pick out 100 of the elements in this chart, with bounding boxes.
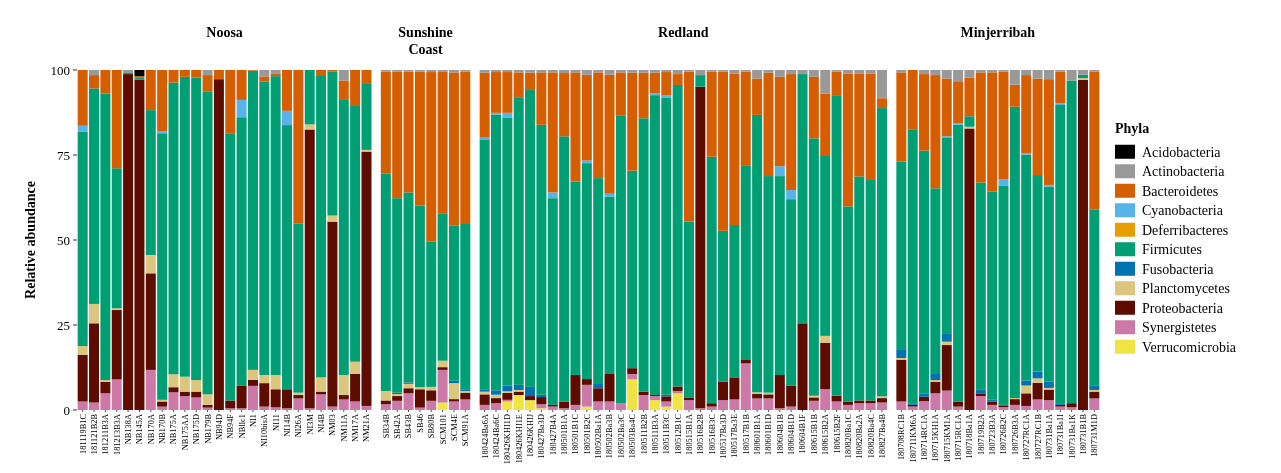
x-tick-label: NB94F [226,413,236,439]
x-tick-label: 180715KH1A [931,414,941,462]
x-tick-label: NB94D [214,414,224,441]
x-tick-label: 180516B2B [696,413,706,455]
x-tick-label: 180615B2F [832,413,842,454]
x-tick-label: 180511B3C [662,413,672,455]
x-tick-label: SB46 [415,414,425,433]
x-tick-label: 180601B1D [764,414,774,455]
x-tick-label: 180820Ba2A [855,414,865,459]
x-tick-label: 180511B3A [650,414,660,455]
x-tick-label: NM03 [328,414,338,436]
x-tick-label: 180502Ba3B [605,413,615,459]
x-tick-label: 180427B4A [548,414,558,455]
x-tick-label: 180517Ba3E [730,414,740,458]
x-tick-label: SCM101 [438,414,448,445]
x-tick-label: SB43B [404,413,414,439]
x-tick-label: 180512B1C [673,413,683,455]
y-axis-title: Relative abundance [23,181,38,299]
x-tick-label: 180727RC1A [1022,414,1032,461]
legend-label: Proteobacteria [1142,300,1224,316]
x-tick-label: NI3M [305,413,315,435]
x-tick-label: NI10bisA [260,414,270,448]
legend-label: Deferribacteres [1142,222,1229,238]
x-tick-label: NB170A [146,414,156,445]
chart-title: Minjerribah [960,25,1036,40]
x-tick-label: 180601B1A [753,414,763,455]
x-tick-label: SB34B [381,413,391,439]
chart-title: Sunshine Coast [398,25,453,57]
x-tick-label: 180502Ba3C [616,413,626,459]
x-tick-label: SB80B [427,413,437,439]
x-tick-label: NM21A [362,414,372,442]
legend-label: Bacteroidetes [1142,183,1219,199]
x-tick-label: NI11 [271,414,281,431]
legend-label: Actinobacteria [1142,164,1226,180]
x-tick-label: NB170B [158,413,168,444]
x-tick-label: 180615B2A [821,414,831,455]
x-tick-label: NM17A [351,414,361,442]
x-tick-label: 181213B3A [112,414,122,455]
legend-label: Acidobacteria [1142,144,1222,160]
x-tick-label: 181119B1C [78,413,88,454]
x-tick-label: 180511B2B [639,413,649,455]
x-tick-label: 180517B1B [741,413,751,455]
x-tick-label: 180516B3C [707,413,717,455]
x-tick-label: 180515B1A [684,414,694,455]
x-tick-label: 180424Ba6A [480,414,490,459]
x-tick-label: NI26A [294,414,304,438]
x-tick-label: 180723B3A [988,414,998,455]
x-tick-label: 180731Ba1K [1067,414,1077,459]
x-tick-label: 180426KHI1E [514,414,524,464]
y-tick-label: 0 [63,402,70,418]
x-tick-label: NI4B [317,413,327,433]
x-tick-label: SB42A [393,414,403,439]
x-tick-label: 180718Ba1A [965,414,975,459]
x-tick-label: 180719B2A [976,414,986,455]
x-tick-label: 180604B1B [775,413,785,455]
x-tick-label: 180827Ba4B [877,413,887,459]
legend-label: Fusobacteria [1142,261,1215,277]
x-tick-label: NBllc1 [237,414,247,439]
x-tick-label: 180731Ba1A [1044,414,1054,459]
y-tick-label: 100 [50,62,70,78]
x-tick-label: 180503Ba4C [628,413,638,459]
x-tick-label: 180426KHIJ [526,413,535,458]
x-tick-label: 180731Ba1I [1056,413,1066,456]
x-tick-label: 180731B1B [1078,413,1088,455]
x-tick-label: 180604B1D [787,414,797,455]
x-tick-label: 180715KM1A [942,414,952,463]
legend-label: Synergistetes [1142,320,1217,336]
x-tick-label: 180426KHI1D [503,414,513,465]
x-tick-label: 180820Ba1C [843,413,853,459]
y-tick-label: 50 [57,232,70,248]
x-tick-label: 180820Ba4C [866,413,876,459]
x-tick-label: 180726B3A [1010,414,1020,455]
x-tick-label: 180604B1F [798,413,808,454]
x-tick-label: 180711KM6A [908,414,918,463]
x-tick-label: SCM4E [449,414,459,441]
x-tick-label: 181121B2B [89,413,99,455]
legend-label: Verrucomicrobia [1142,339,1237,355]
x-tick-label: 180517Ba3D [718,414,728,459]
x-tick-label: 181211B3A [101,414,111,455]
x-tick-label: NB145A [135,414,145,445]
x-tick-label: NB175D [192,414,202,445]
chart-title: Noosa [206,25,243,40]
x-tick-label: 180427Ba3D [537,414,547,459]
x-tick-label: 180424Ba6C [491,413,501,459]
x-tick-label: 180501B2C [582,413,592,455]
x-tick-label: 180501B1A [560,414,570,455]
legend-title: Phyla [1115,120,1150,136]
x-tick-label: 180727RC1B [1033,413,1043,461]
legend-label: Planctomycetes [1142,281,1230,297]
x-tick-label: 180708RC1B [897,413,907,461]
x-tick-label: NI1 [248,414,258,428]
x-tick-label: NB175AA [180,414,190,451]
x-tick-label: 180615B1B [809,413,819,455]
y-tick-label: 25 [57,317,70,333]
x-tick-label: 180731M1D [1090,414,1100,457]
chart-title: Redland [658,25,709,40]
legend-label: Cyanobacteria [1142,203,1224,219]
x-tick-label: NI14B [282,413,292,437]
x-tick-label: NB179B [203,413,213,444]
x-tick-label: 180502Ba1A [594,414,604,459]
